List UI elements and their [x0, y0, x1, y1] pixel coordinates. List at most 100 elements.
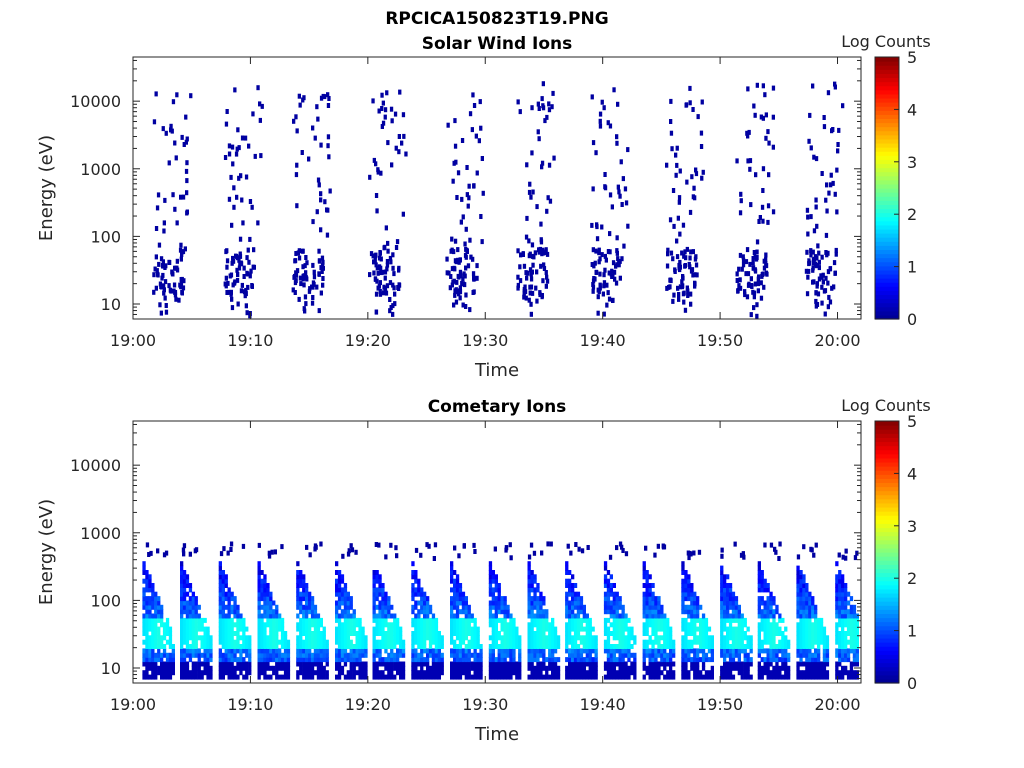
- heatmap-cell: [762, 258, 766, 264]
- heatmap-cell: [236, 657, 240, 663]
- heatmap-cell: [739, 198, 743, 204]
- heatmap-cell: [175, 267, 180, 273]
- heatmap-cell: [571, 639, 575, 645]
- heatmap-cell: [775, 626, 779, 632]
- heatmap-cell: [446, 122, 450, 128]
- heatmap-cell: [723, 596, 727, 602]
- heatmap-cell: [548, 626, 552, 632]
- heatmap-cell: [476, 639, 480, 645]
- heatmap-cell: [319, 639, 323, 645]
- heatmap-cell: [595, 224, 599, 230]
- heatmap-cell: [229, 541, 234, 547]
- heatmap-cell: [802, 587, 806, 593]
- heatmap-cell: [616, 184, 620, 190]
- heatmap-cell: [464, 609, 468, 615]
- heatmap-cell: [381, 600, 385, 606]
- heatmap-cell: [826, 90, 831, 96]
- heatmap-cell: [542, 609, 546, 615]
- heatmap-cell: [766, 665, 770, 671]
- heatmap-cell: [218, 670, 222, 676]
- heatmap-cell: [364, 648, 368, 654]
- heatmap-cell: [423, 596, 427, 602]
- heatmap-cell: [699, 670, 703, 676]
- heatmap-cell: [769, 600, 773, 606]
- heatmap-cell: [735, 158, 739, 164]
- heatmap-cell: [753, 254, 757, 260]
- heatmap-cell: [340, 644, 345, 649]
- heatmap-cell: [145, 665, 149, 671]
- heatmap-cell: [576, 670, 581, 676]
- heatmap-cell: [335, 639, 339, 645]
- heatmap-cell: [450, 574, 454, 580]
- heatmap-cell: [308, 604, 312, 610]
- heatmap-cell: [707, 657, 712, 663]
- heatmap-cell: [305, 631, 309, 636]
- colorbar-segment: [875, 543, 899, 549]
- heatmap-cell: [179, 281, 184, 287]
- heatmap-cell: [346, 600, 350, 606]
- heatmap-cell: [162, 635, 167, 641]
- heatmap-cell: [464, 644, 468, 649]
- heatmap-cell: [728, 583, 733, 588]
- heatmap-cell: [627, 674, 631, 680]
- heatmap-cell: [182, 665, 187, 671]
- heatmap-cell: [491, 591, 495, 597]
- heatmap-cell: [209, 665, 213, 671]
- heatmap-cell: [227, 613, 231, 619]
- heatmap-cell: [720, 670, 724, 676]
- heatmap-cell: [763, 648, 767, 654]
- heatmap-cell: [740, 661, 744, 667]
- heatmap-cell: [835, 631, 839, 636]
- heatmap-cell: [542, 617, 546, 623]
- heatmap-cell: [588, 631, 592, 636]
- heatmap-cell: [404, 151, 408, 157]
- heatmap-cell: [744, 259, 749, 265]
- heatmap-cell: [248, 657, 252, 663]
- heatmap-cell: [654, 631, 658, 636]
- heatmap-cell: [162, 287, 166, 293]
- heatmap-cell: [701, 644, 706, 649]
- heatmap-cell: [644, 545, 648, 551]
- heatmap-cell: [654, 604, 658, 610]
- heatmap-cell: [142, 596, 146, 602]
- heatmap-cell: [824, 250, 828, 255]
- heatmap-cell: [148, 648, 152, 654]
- heatmap-cell: [473, 549, 477, 554]
- heatmap-cell: [240, 197, 244, 203]
- colorbar-tick-label: 1: [907, 622, 917, 641]
- heatmap-cell: [423, 626, 427, 632]
- heatmap-cell: [841, 583, 845, 588]
- heatmap-cell: [657, 635, 661, 641]
- heatmap-cell: [464, 657, 468, 663]
- heatmap-cell: [327, 96, 331, 101]
- heatmap-cell: [585, 644, 589, 649]
- heatmap-cell: [230, 296, 234, 302]
- heatmap-cell: [746, 674, 750, 680]
- heatmap-cell: [197, 635, 201, 641]
- heatmap-cell: [738, 210, 743, 216]
- heatmap-cell: [497, 661, 501, 667]
- heatmap-cell: [536, 670, 540, 676]
- heatmap-cell: [582, 657, 586, 663]
- heatmap-cell: [218, 587, 222, 593]
- heatmap-cell: [615, 604, 619, 610]
- heatmap-cell: [302, 282, 306, 288]
- heatmap-cell: [571, 591, 575, 597]
- heatmap-cell: [527, 591, 531, 597]
- heatmap-cell: [480, 239, 484, 245]
- heatmap-cell: [467, 195, 471, 201]
- heatmap-cell: [257, 591, 261, 597]
- heatmap-cell: [420, 674, 424, 680]
- heatmap-cell: [603, 561, 608, 567]
- heatmap-cell: [376, 270, 380, 276]
- heatmap-cell: [157, 639, 161, 645]
- heatmap-cell: [225, 109, 229, 114]
- heatmap-cell: [372, 604, 376, 610]
- heatmap-cell: [707, 626, 712, 632]
- heatmap-cell: [182, 609, 187, 615]
- heatmap-cell: [191, 596, 195, 602]
- heatmap-cell: [337, 626, 342, 632]
- heatmap-cell: [602, 283, 606, 289]
- heatmap-cell: [239, 626, 243, 632]
- heatmap-cell: [381, 626, 385, 632]
